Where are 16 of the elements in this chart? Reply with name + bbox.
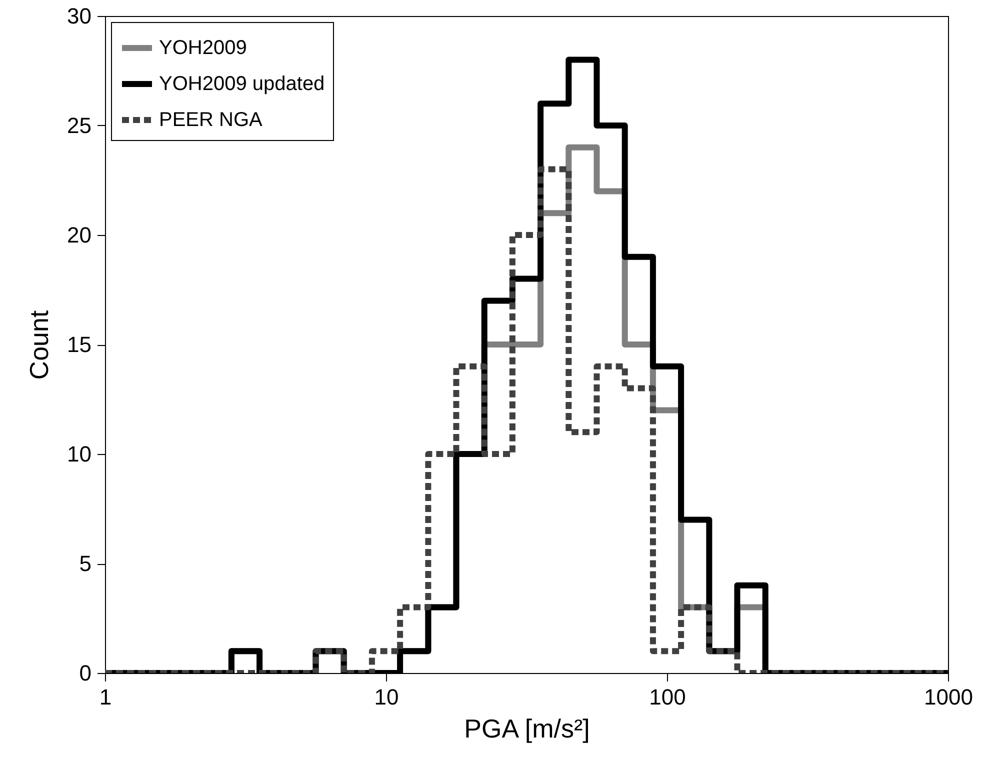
y-axis-title: Count [24,310,54,380]
y-tick-label: 25 [67,113,92,138]
y-tick-label: 5 [79,551,92,576]
legend-label: YOH2009 updated [159,73,325,95]
x-axis-title: PGA [m/s²] [464,714,590,744]
x-tick-label: 1 [99,684,112,710]
legend-label: PEER NGA [159,109,264,131]
y-tick-label: 30 [67,4,92,28]
legend-label: YOH2009 [159,37,247,59]
y-tick-label: 15 [67,332,92,357]
x-tick-label: 100 [649,684,686,710]
x-tick-label: 1000 [924,684,973,710]
x-tick-label: 10 [374,684,399,710]
y-tick-label: 10 [67,442,92,466]
y-tick-label: 20 [67,222,92,248]
y-tick-label: 0 [79,660,92,686]
